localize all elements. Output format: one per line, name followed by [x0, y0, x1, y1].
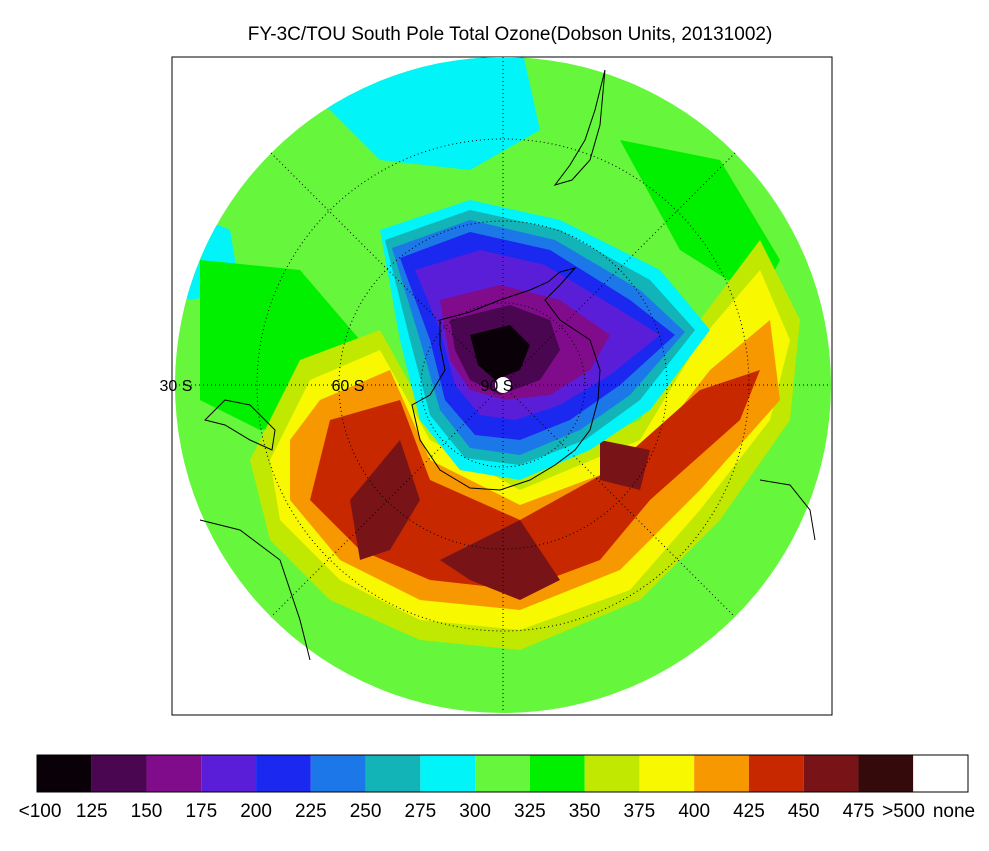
australia	[199, 519, 311, 661]
colorbar-swatch	[639, 755, 695, 792]
colorbar-label: 425	[733, 801, 765, 822]
new-zealand	[204, 399, 276, 451]
colorbar-label: 450	[788, 801, 820, 822]
colorbar-swatch	[803, 755, 859, 792]
map-title: FY-3C/TOU South Pole Total Ozone(Dobson …	[248, 24, 773, 45]
colorbar-label: 175	[185, 801, 217, 822]
ozone-contour	[620, 140, 780, 300]
map-frame	[171, 56, 833, 716]
colorbar-swatch	[748, 755, 804, 792]
colorbar-label: 400	[678, 801, 710, 822]
south-america	[553, 69, 606, 186]
colorbar-label: <100	[19, 801, 62, 822]
colorbar-swatch	[858, 755, 914, 792]
colorbar-swatch	[91, 755, 147, 792]
colorbar-label: 225	[295, 801, 327, 822]
pole-marker	[495, 377, 511, 393]
colorbar-label: none	[933, 801, 975, 822]
colorbar-label: 300	[459, 801, 491, 822]
coastlines	[199, 69, 816, 661]
colorbar-swatch	[694, 755, 749, 792]
colorbar-swatch	[310, 755, 366, 792]
colorbar-label: >500	[882, 801, 925, 822]
colorbar-swatch	[256, 755, 311, 792]
colorbar-swatch	[913, 755, 968, 792]
lat-label: 90 S	[481, 378, 514, 395]
colorbar-swatch	[201, 755, 257, 792]
colorbar-swatch	[37, 755, 92, 792]
ozone-contour	[310, 370, 760, 590]
colorbar-swatch	[584, 755, 640, 792]
colorbar-label: 150	[131, 801, 163, 822]
colorbar-frame	[36, 754, 969, 793]
colorbar-label: 200	[240, 801, 272, 822]
colorbar-label: 325	[514, 801, 546, 822]
colorbar-label: 275	[405, 801, 437, 822]
colorbar-label: 250	[350, 801, 382, 822]
ozone-contour	[350, 440, 420, 560]
colorbar-label: 125	[76, 801, 108, 822]
lat-label: 30 S	[160, 378, 193, 395]
colorbar-swatch	[475, 755, 530, 792]
colorbar-swatch	[146, 755, 202, 792]
colorbar-label: 475	[843, 801, 875, 822]
antarctica	[411, 267, 601, 491]
lat-circle	[420, 302, 586, 468]
africa	[759, 479, 816, 541]
ozone-contour	[470, 325, 530, 380]
lat-circle	[256, 138, 750, 632]
colorbar-label: 350	[569, 801, 601, 822]
ozone-contour	[600, 440, 650, 490]
colorbar-swatch	[529, 755, 585, 792]
ozone-contour	[440, 520, 560, 600]
colorbar: <100 125 150 175 200 225 250 275 300 325 350 375 400…	[19, 754, 975, 822]
lat-label: 60 S	[332, 378, 365, 395]
colorbar-swatch	[365, 755, 421, 792]
colorbar-swatch	[420, 755, 476, 792]
colorbar-label: 375	[624, 801, 656, 822]
